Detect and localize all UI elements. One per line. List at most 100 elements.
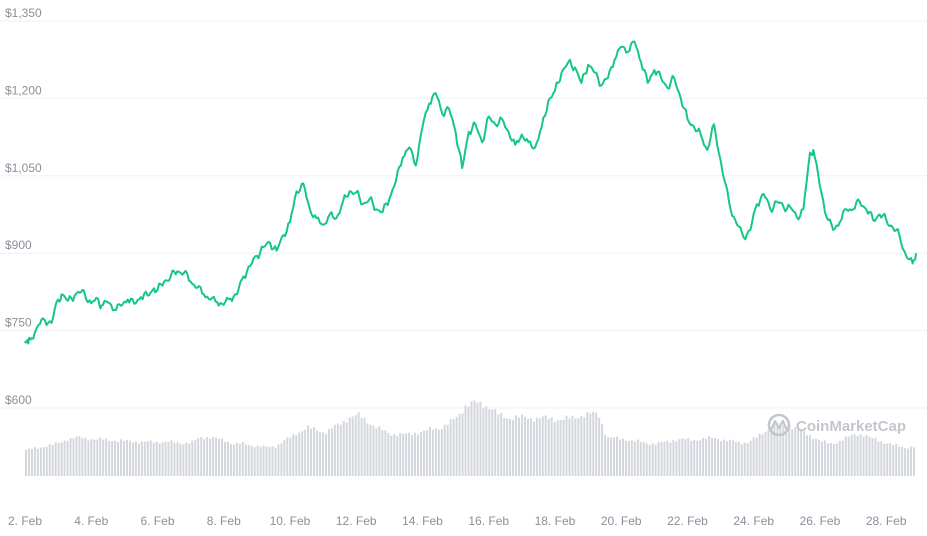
volume-bar bbox=[146, 441, 149, 476]
volume-bar bbox=[660, 442, 663, 476]
volume-bar bbox=[654, 444, 657, 476]
volume-bar bbox=[69, 437, 72, 476]
y-tick-label: $750 bbox=[5, 316, 32, 330]
volume-bar bbox=[105, 438, 108, 476]
volume-bar bbox=[408, 432, 411, 476]
volume-bar bbox=[773, 423, 776, 476]
volume-bar bbox=[182, 444, 185, 476]
volume-bar bbox=[289, 437, 292, 476]
volume-bar bbox=[185, 442, 188, 476]
volume-bar bbox=[431, 429, 434, 476]
volume-bar bbox=[523, 416, 526, 476]
volume-bar bbox=[48, 444, 51, 476]
volume-bar bbox=[535, 417, 538, 476]
volume-bar bbox=[443, 424, 446, 476]
volume-bar bbox=[892, 444, 895, 476]
volume-bar bbox=[678, 439, 681, 476]
volume-bar bbox=[749, 440, 752, 476]
volume-bar bbox=[681, 438, 684, 476]
volume-bar bbox=[209, 438, 212, 476]
volume-bar bbox=[313, 427, 316, 476]
volume-bar bbox=[835, 443, 838, 476]
volume-bar bbox=[369, 424, 372, 476]
volume-bar bbox=[417, 434, 420, 476]
x-tick-label: 22. Feb bbox=[667, 514, 708, 528]
volume-bar bbox=[788, 425, 791, 476]
volume-bar bbox=[568, 418, 571, 476]
volume-bar bbox=[586, 411, 589, 476]
volume-bar bbox=[333, 424, 336, 476]
volume-bar bbox=[322, 432, 324, 476]
x-tick-label: 8. Feb bbox=[207, 514, 241, 528]
volume-bar bbox=[310, 428, 313, 476]
volume-bar bbox=[669, 442, 672, 476]
volume-bar bbox=[57, 442, 60, 476]
volume-bar bbox=[125, 439, 128, 476]
volume-bar bbox=[218, 438, 221, 476]
volume-bar bbox=[515, 415, 518, 476]
volume-bar bbox=[722, 439, 725, 476]
volume-bar bbox=[446, 424, 449, 476]
volume-bar bbox=[336, 423, 339, 476]
volume-bar bbox=[259, 447, 262, 476]
volume-bar bbox=[203, 439, 206, 476]
volume-bar bbox=[176, 442, 179, 476]
volume-bar bbox=[420, 432, 422, 476]
volume-bar bbox=[140, 441, 143, 476]
volume-bar bbox=[684, 439, 687, 476]
volume-bar bbox=[494, 409, 497, 476]
grid-lines bbox=[0, 20, 927, 409]
volume-bar bbox=[719, 441, 722, 476]
volume-bar bbox=[452, 419, 455, 476]
volume-bar bbox=[221, 438, 223, 476]
volume-bar bbox=[571, 415, 574, 476]
volume-bar bbox=[244, 444, 247, 476]
volume-bar bbox=[666, 440, 669, 476]
volume-bar bbox=[740, 444, 743, 476]
volume-bar bbox=[797, 429, 800, 476]
volume-bar bbox=[384, 430, 387, 476]
volume-bar bbox=[624, 440, 627, 476]
volume-bar bbox=[319, 432, 321, 476]
volume-bar bbox=[708, 436, 711, 476]
volume-bar bbox=[348, 417, 351, 476]
volume-bar bbox=[491, 409, 494, 476]
volume-bar bbox=[764, 431, 767, 476]
volume-bar bbox=[743, 442, 746, 476]
volume-bar bbox=[607, 437, 610, 476]
volume-bar bbox=[54, 442, 57, 476]
volume-bar bbox=[509, 418, 512, 476]
volume-bar bbox=[728, 439, 731, 476]
volume-bar bbox=[33, 447, 36, 476]
volume-bar bbox=[621, 438, 624, 476]
volume-bar bbox=[895, 444, 898, 476]
volume-bar bbox=[776, 425, 779, 476]
volume-bar bbox=[731, 440, 734, 476]
x-tick-label: 18. Feb bbox=[535, 514, 576, 528]
volume-bar bbox=[396, 436, 399, 476]
volume-bar bbox=[411, 435, 414, 476]
volume-bar bbox=[883, 443, 886, 476]
volume-bar bbox=[785, 426, 788, 476]
volume-bar bbox=[850, 434, 853, 476]
x-tick-label: 16. Feb bbox=[468, 514, 509, 528]
volume-bar bbox=[215, 437, 218, 476]
volume-bar bbox=[550, 417, 553, 476]
volume-bar bbox=[663, 441, 666, 476]
x-tick-label: 6. Feb bbox=[140, 514, 174, 528]
volume-bar bbox=[473, 400, 476, 476]
volume-bar bbox=[390, 435, 393, 476]
volume-bar bbox=[226, 441, 229, 476]
volume-bar bbox=[143, 441, 146, 476]
volume-bar bbox=[651, 443, 654, 476]
volume-bar bbox=[633, 441, 636, 476]
volume-bar bbox=[702, 437, 705, 476]
volume-bar bbox=[904, 448, 907, 476]
volume-bar bbox=[913, 447, 915, 476]
volume-bar bbox=[907, 448, 910, 476]
volume-bar bbox=[841, 440, 844, 476]
volume-bar bbox=[500, 412, 503, 476]
volume-bar bbox=[360, 418, 363, 476]
volume-bar bbox=[440, 429, 443, 476]
